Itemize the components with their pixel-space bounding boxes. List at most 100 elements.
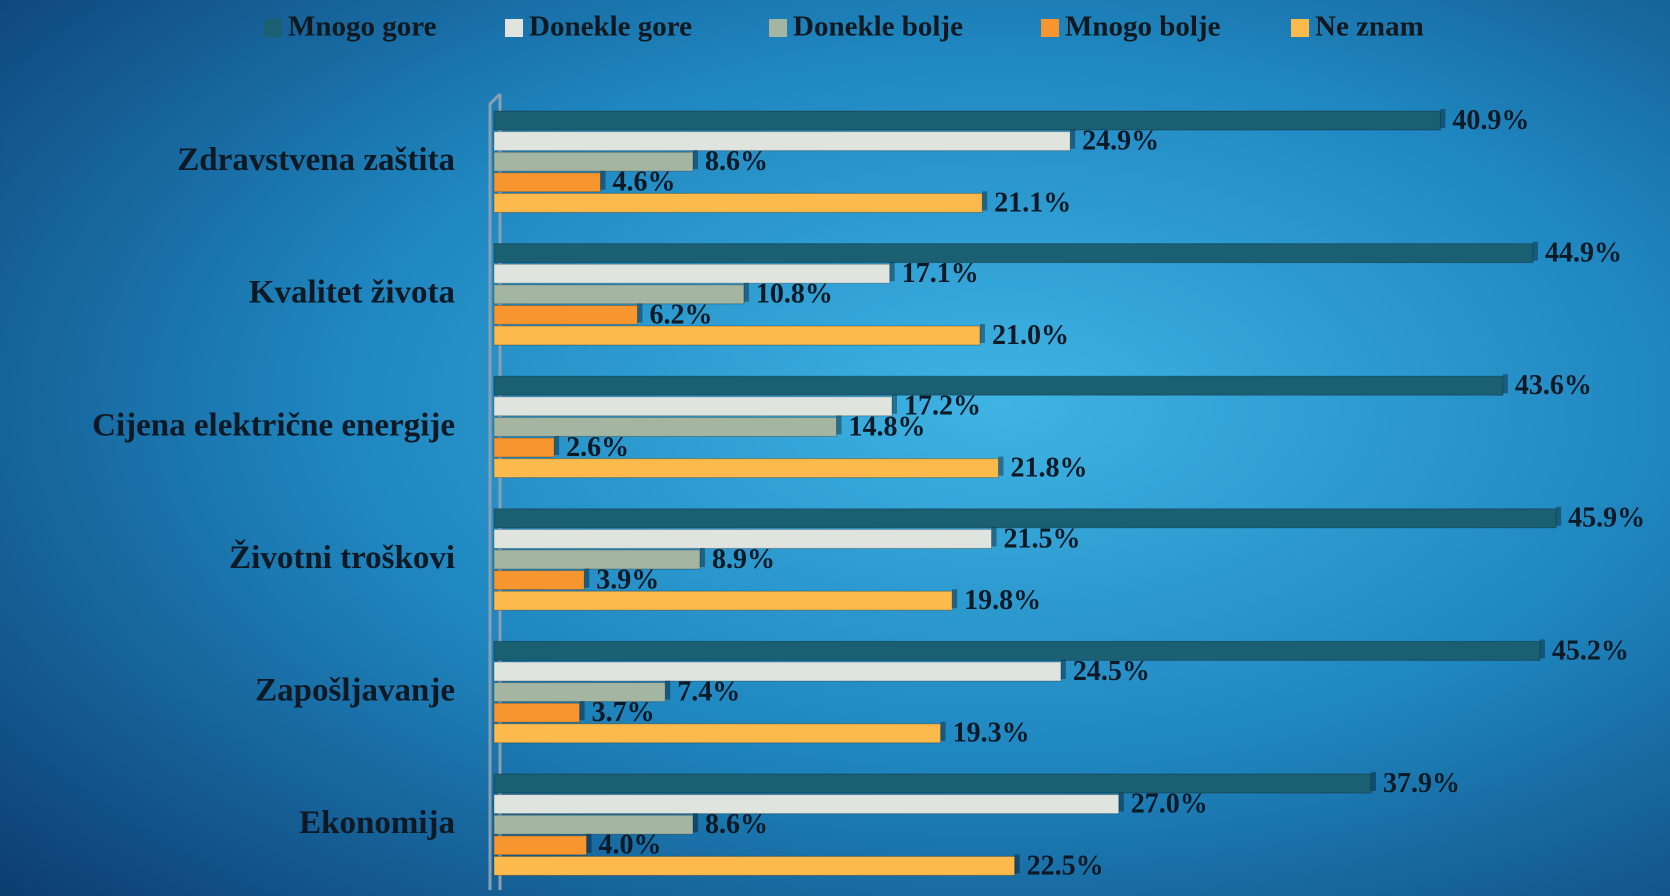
bar	[493, 508, 1557, 529]
bar-end	[952, 589, 958, 609]
value-label: 40.9%	[1452, 105, 1529, 136]
value-label: 27.0%	[1131, 789, 1208, 820]
bar	[493, 661, 1062, 682]
bar-end	[982, 191, 988, 211]
bar	[493, 263, 891, 284]
legend-swatch	[1291, 19, 1309, 37]
bar	[493, 814, 694, 835]
bar-end	[889, 262, 895, 282]
bar	[493, 682, 666, 703]
bar-end	[1532, 241, 1538, 261]
bar	[493, 131, 1071, 152]
category-label: Zdravstvena zaštita	[177, 142, 455, 178]
value-label: 17.2%	[904, 391, 981, 422]
bar-end	[665, 680, 671, 700]
value-label: 2.6%	[566, 432, 629, 463]
bar	[493, 835, 588, 856]
bar	[493, 151, 694, 172]
bar	[493, 437, 555, 458]
bar-end	[579, 701, 585, 721]
value-label: 24.5%	[1073, 656, 1150, 687]
value-label: 44.9%	[1545, 238, 1622, 269]
value-label: 19.3%	[953, 718, 1030, 749]
bar	[493, 375, 1504, 396]
bar	[493, 325, 981, 346]
value-label: 19.8%	[964, 585, 1041, 616]
bar-end	[940, 721, 946, 741]
legend-label: Donekle bolje	[793, 11, 963, 43]
legend-label: Mnogo gore	[288, 11, 437, 43]
legend: Mnogo gore Donekle gore Donekle bolje Mnogo…	[264, 11, 1424, 43]
bar	[493, 640, 1541, 661]
bar-end	[1060, 660, 1066, 679]
bar	[493, 702, 581, 723]
value-label: 24.9%	[1082, 126, 1159, 157]
value-label: 3.7%	[592, 697, 655, 728]
bar	[493, 458, 999, 479]
value-label: 45.9%	[1568, 503, 1645, 534]
bar	[493, 396, 893, 417]
category-label: Kvalitet života	[249, 275, 455, 311]
value-label: 3.9%	[596, 565, 659, 596]
bar-end	[836, 415, 842, 435]
bar-end	[1070, 129, 1076, 149]
bar	[493, 794, 1120, 815]
bar	[493, 192, 983, 213]
bar-end	[743, 282, 749, 302]
category-label: Životni troškovi	[229, 538, 455, 576]
bar-end	[693, 813, 699, 833]
legend-swatch	[1041, 19, 1059, 37]
category-label: Zapošljavanje	[255, 672, 455, 708]
value-label: 8.6%	[705, 146, 768, 177]
value-label: 10.8%	[756, 279, 833, 310]
bar-end	[584, 568, 590, 588]
bar-end	[1556, 506, 1562, 526]
legend-label: Donekle gore	[529, 11, 692, 43]
value-label: 8.9%	[712, 544, 775, 575]
value-label: 45.2%	[1552, 635, 1629, 666]
category-label: Cijena električne energije	[92, 407, 455, 443]
bar	[493, 855, 1016, 876]
bar	[493, 304, 638, 325]
value-label: 8.6%	[705, 809, 768, 840]
bar-end	[1502, 374, 1508, 394]
legend-swatch	[769, 19, 787, 37]
bar-end	[1371, 772, 1377, 791]
bar	[493, 284, 745, 305]
bar	[493, 723, 942, 744]
value-label: 7.4%	[677, 677, 740, 708]
legend-swatch	[505, 19, 523, 37]
bar	[493, 549, 701, 570]
value-label: 21.8%	[1010, 453, 1087, 484]
bar-end	[979, 324, 985, 343]
value-label: 22.5%	[1027, 850, 1104, 881]
bar	[493, 110, 1441, 131]
value-label: 4.0%	[599, 830, 662, 861]
bar-end	[1539, 639, 1545, 659]
legend-label: Ne znam	[1315, 11, 1424, 43]
bar	[493, 528, 993, 549]
bar-end	[637, 303, 643, 323]
bar	[493, 172, 601, 193]
value-label: 43.6%	[1515, 370, 1592, 401]
value-label: 21.1%	[994, 187, 1071, 218]
bar	[493, 570, 585, 591]
bar	[493, 590, 953, 611]
value-label: 14.8%	[848, 411, 925, 442]
bar-end	[699, 548, 705, 567]
bar	[493, 243, 1534, 264]
bar-end	[1118, 792, 1124, 812]
value-label: 17.1%	[902, 258, 979, 289]
value-label: 21.0%	[992, 320, 1069, 351]
value-label: 6.2%	[649, 299, 712, 330]
bar-end	[554, 436, 560, 455]
bar-end	[892, 394, 898, 414]
bar-end	[991, 527, 997, 547]
bar-end	[600, 170, 606, 190]
value-label: 21.5%	[1004, 523, 1081, 554]
bar-end	[998, 456, 1004, 476]
bar-end	[586, 833, 592, 853]
axis-line	[488, 92, 502, 890]
value-label: 37.9%	[1383, 768, 1460, 799]
